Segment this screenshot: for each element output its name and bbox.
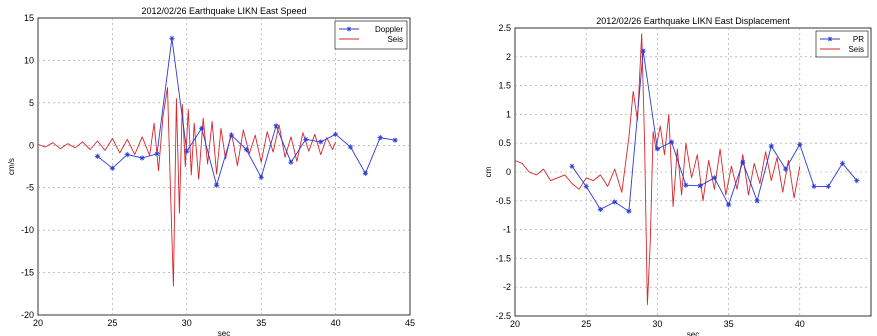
pr-point: [612, 199, 618, 205]
y-tick-label: -1.5: [495, 253, 511, 263]
speed-chart: 20 25 30 35 40 45 -20 -15 -10 -5 0 5 10 15 2012/02/26 …: [7, 6, 415, 336]
y-tick-label: 0: [29, 140, 34, 150]
doppler-point: [228, 132, 235, 138]
doppler-series: [94, 35, 398, 188]
y-tick-label: -2.5: [495, 311, 511, 321]
x-tick-label: 20: [33, 318, 43, 328]
seis-series: [514, 33, 801, 305]
chart-title: 2012/02/26 Earthquake LIKN East Displace…: [596, 16, 790, 26]
legend-box: [334, 20, 408, 50]
pr-point: [626, 208, 632, 214]
doppler-point: [184, 148, 190, 154]
y-tick-label: 1.5: [498, 81, 511, 91]
y-tick-label: 2.5: [498, 23, 511, 33]
doppler-point: [318, 139, 324, 145]
x-tick-label: 35: [256, 318, 266, 328]
x-tick-label: 35: [724, 319, 734, 329]
y-tick-label: 15: [24, 13, 34, 23]
pr-series: [569, 48, 860, 214]
doppler-point: [347, 144, 354, 150]
y-tick-label: -20: [21, 310, 34, 320]
legend-marker: [827, 36, 833, 42]
pr-point: [654, 146, 660, 152]
y-tick-label: -15: [21, 268, 34, 278]
doppler-point: [124, 152, 130, 158]
pr-point: [726, 202, 732, 208]
y-tick-label: -2: [503, 282, 511, 292]
doppler-point: [258, 174, 264, 181]
legend-label: Seis: [387, 35, 403, 44]
legend-label: Doppler: [375, 25, 403, 34]
pr-point: [754, 198, 760, 204]
y-tick-label: 2: [506, 52, 511, 62]
pr-point: [597, 206, 604, 213]
legend-box: [815, 30, 869, 58]
doppler-point: [392, 137, 398, 143]
doppler-point: [303, 136, 309, 142]
pr-point: [768, 143, 774, 149]
doppler-point: [288, 159, 294, 165]
x-axis-label: sec: [218, 329, 230, 336]
y-tick-label: 1: [506, 109, 511, 119]
pr-point: [839, 160, 846, 166]
doppler-point: [154, 151, 160, 157]
seis-series-line: [37, 87, 337, 287]
y-tick-label: 5: [29, 98, 34, 108]
doppler-point: [199, 125, 205, 131]
x-tick-label: 30: [652, 319, 662, 329]
displacement-chart: 20 25 30 35 40 -2.5 -2 -1.5 -1 -0.5 0 0.5 1 1.5 2 2.5 20…: [484, 16, 872, 336]
y-tick-label: -5: [26, 183, 34, 193]
doppler-point: [109, 165, 115, 171]
y-axis-label: cm/s: [7, 158, 16, 175]
pr-point: [811, 183, 817, 189]
doppler-point: [333, 131, 339, 137]
pr-point: [697, 183, 703, 189]
seis-series-line: [514, 33, 801, 305]
legend-label: PR: [853, 35, 864, 44]
x-axis-label: sec: [687, 330, 699, 336]
y-tick-label: -10: [21, 225, 34, 235]
pr-point: [711, 175, 717, 181]
y-tick-label: 0: [506, 167, 511, 177]
legend-marker: [346, 26, 352, 32]
doppler-point: [169, 35, 175, 41]
y-tick-label: 0.5: [498, 138, 511, 148]
pr-point: [797, 141, 803, 147]
x-tick-label: 40: [331, 318, 341, 328]
doppler-point: [94, 153, 101, 159]
legend-label: Seis: [848, 45, 864, 54]
y-tick-label: 10: [24, 55, 34, 65]
y-axis-label: cm: [484, 166, 493, 177]
x-tick-label: 30: [182, 318, 192, 328]
doppler-point: [377, 135, 383, 141]
x-tick-label: 25: [581, 319, 591, 329]
x-tick-label: 20: [510, 319, 520, 329]
pr-point: [825, 183, 831, 189]
seis-series: [37, 87, 337, 287]
x-tick-label: 25: [107, 318, 117, 328]
doppler-point: [213, 182, 220, 188]
x-tick-label: 45: [405, 318, 415, 328]
pr-point: [583, 183, 589, 189]
plot-area: [37, 17, 411, 316]
doppler-point: [273, 123, 279, 129]
doppler-point: [139, 155, 145, 161]
y-tick-label: -0.5: [495, 196, 511, 206]
pr-point: [854, 178, 860, 184]
pr-point: [669, 139, 675, 145]
y-tick-label: -1: [503, 225, 511, 235]
pr-point: [782, 166, 789, 172]
doppler-point: [362, 170, 368, 176]
pr-point: [683, 182, 689, 188]
x-tick-label: 40: [795, 319, 805, 329]
pr-point: [640, 48, 646, 54]
doppler-point: [243, 146, 249, 153]
pr-point: [740, 159, 746, 165]
chart-title: 2012/02/26 Earthquake LIKN East Speed: [141, 6, 306, 16]
pr-point: [569, 163, 575, 169]
